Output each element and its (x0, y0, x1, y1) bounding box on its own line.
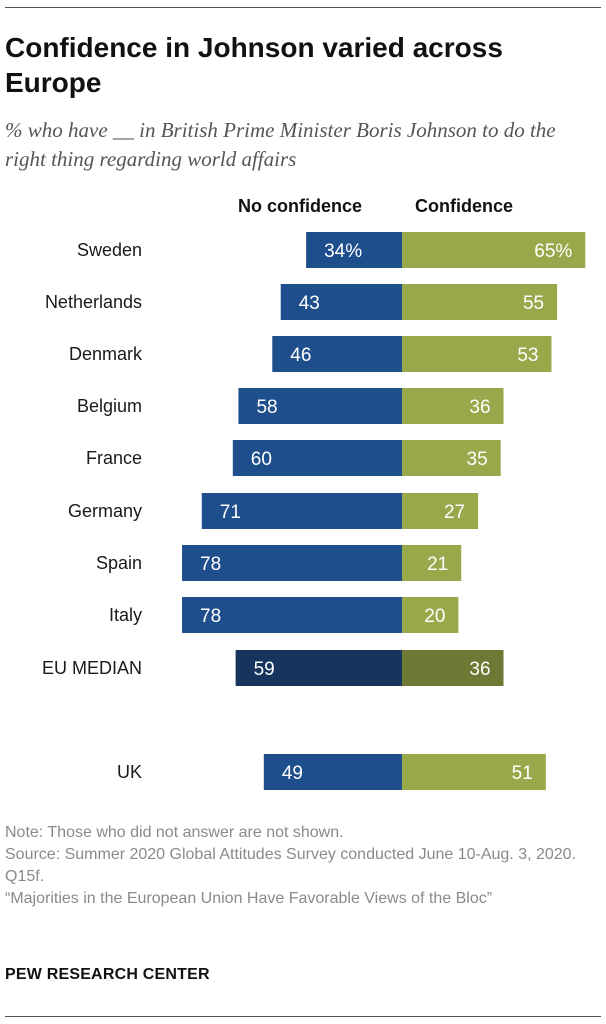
value-no-confidence-spain: 78 (200, 554, 221, 575)
category-label-italy: Italy (109, 605, 142, 625)
value-confidence-sweden: 65% (534, 241, 572, 262)
bar-no-confidence-belgium (238, 388, 402, 424)
bar-no-confidence-uk (263, 754, 402, 790)
bar-confidence-spain (402, 545, 462, 581)
bar-confidence-italy (402, 597, 459, 633)
chart-title: Confidence in Johnson varied across Euro… (5, 32, 503, 98)
legend-confidence: Confidence (415, 196, 514, 216)
bar-no-confidence-spain (182, 545, 402, 581)
diverging-bar-chart: Sweden 34% 65% Netherlands 43 55 Denmark 46 53 Be… (42, 232, 586, 790)
value-no-confidence-france: 60 (251, 449, 272, 470)
category-label-eu-median: EU MEDIAN (42, 658, 142, 678)
bar-confidence-germany (402, 493, 479, 529)
value-confidence-eu-median: 36 (469, 659, 490, 680)
value-no-confidence-sweden: 34% (324, 241, 362, 262)
bar-confidence-uk (402, 754, 546, 790)
category-label-germany: Germany (68, 501, 142, 521)
category-label-belgium: Belgium (77, 396, 142, 416)
value-confidence-germany: 27 (444, 502, 465, 523)
value-no-confidence-eu-median: 59 (254, 659, 275, 680)
value-no-confidence-netherlands: 43 (299, 293, 320, 314)
value-no-confidence-belgium: 58 (256, 397, 277, 418)
category-label-france: France (86, 448, 142, 468)
category-label-netherlands: Netherlands (45, 292, 142, 312)
bar-no-confidence-denmark (272, 336, 402, 372)
category-label-denmark: Denmark (69, 344, 143, 364)
value-confidence-france: 35 (467, 449, 488, 470)
top-rule (5, 7, 601, 8)
value-no-confidence-uk: 49 (282, 763, 303, 784)
value-confidence-denmark: 53 (517, 345, 538, 366)
value-no-confidence-italy: 78 (200, 606, 221, 627)
value-confidence-italy: 20 (424, 606, 445, 627)
value-no-confidence-denmark: 46 (290, 345, 311, 366)
value-confidence-uk: 51 (512, 763, 533, 784)
value-confidence-spain: 21 (427, 554, 448, 575)
category-label-sweden: Sweden (77, 240, 142, 260)
value-no-confidence-germany: 71 (220, 502, 241, 523)
org-name: PEW RESEARCH CENTER (5, 966, 210, 983)
bar-no-confidence-eu-median (235, 650, 402, 686)
bar-confidence-eu-median (402, 650, 504, 686)
bar-confidence-france (402, 440, 501, 476)
report-title: “Majorities in the European Union Have F… (5, 890, 493, 907)
category-label-spain: Spain (96, 553, 142, 573)
bar-no-confidence-netherlands (280, 284, 402, 320)
source-text: Source: Summer 2020 Global Attitudes Sur… (5, 846, 577, 885)
bar-confidence-belgium (402, 388, 504, 424)
bar-confidence-denmark (402, 336, 552, 372)
chart-subtitle: % who have __ in British Prime Minister … (5, 118, 556, 171)
category-label-uk: UK (117, 762, 142, 782)
bar-no-confidence-germany (201, 493, 402, 529)
bar-no-confidence-france (232, 440, 402, 476)
note-text: Note: Those who did not answer are not s… (5, 824, 344, 841)
value-confidence-belgium: 36 (469, 397, 490, 418)
bar-no-confidence-italy (182, 597, 402, 633)
value-confidence-netherlands: 55 (523, 293, 544, 314)
bar-confidence-netherlands (402, 284, 558, 320)
notes-block: Note: Those who did not answer are not s… (5, 822, 600, 910)
bar-no-confidence-sweden (306, 232, 402, 268)
legend-no-confidence: No confidence (238, 196, 363, 216)
bar-confidence-sweden (402, 232, 586, 268)
bottom-rule (5, 1016, 601, 1017)
